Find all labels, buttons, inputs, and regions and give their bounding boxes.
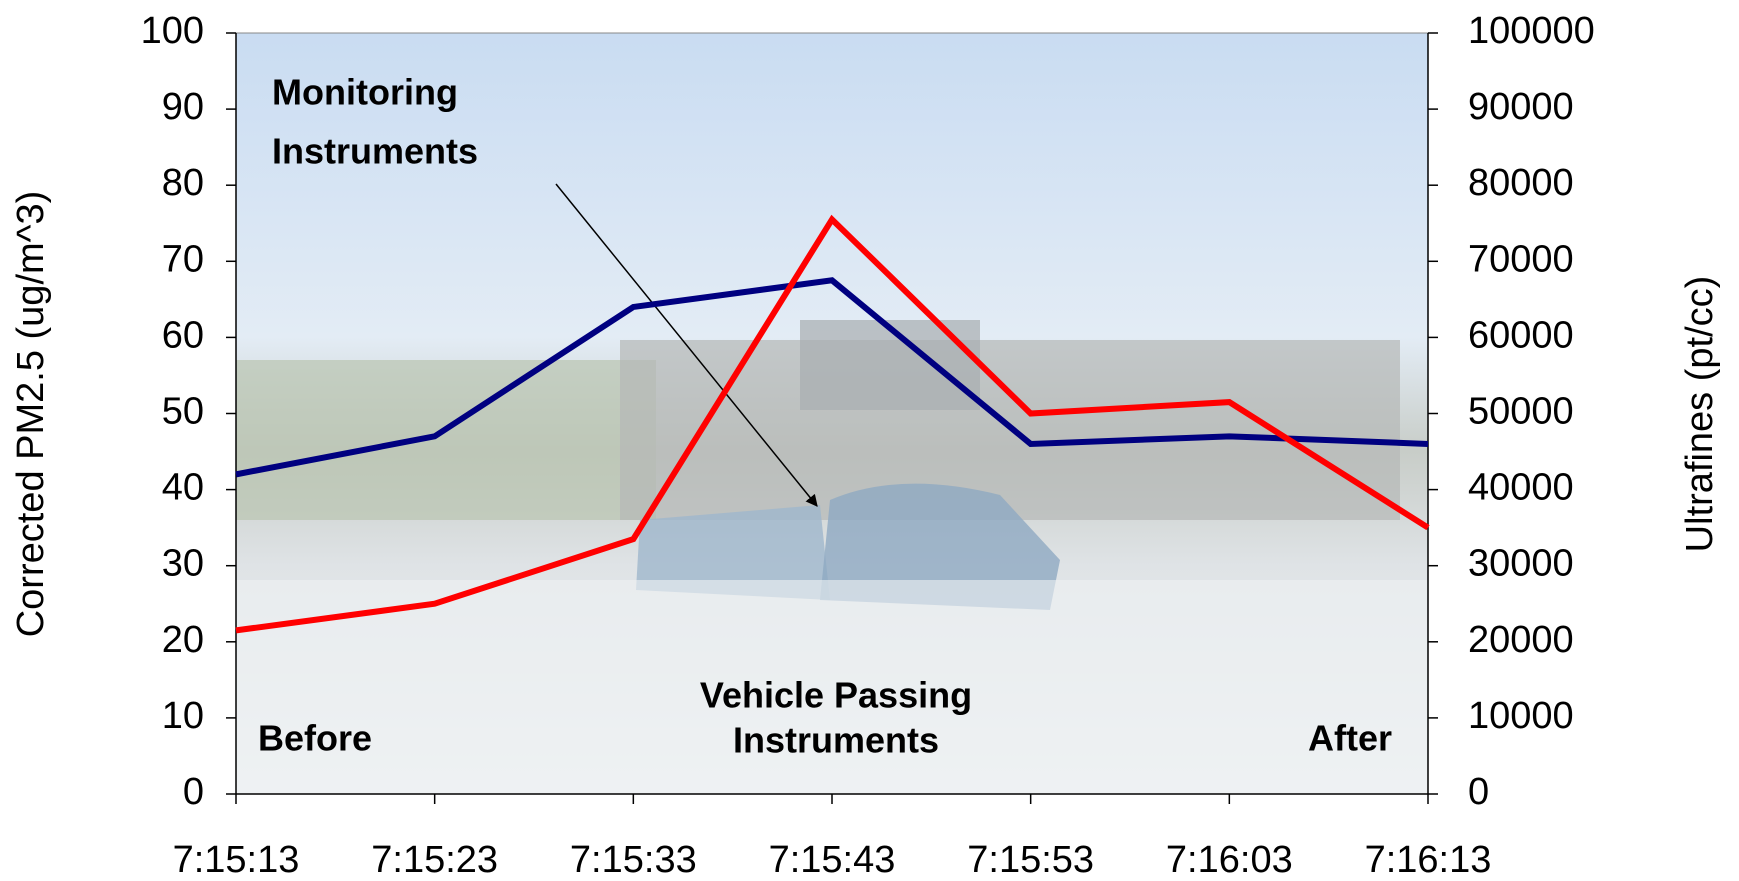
annotation: Instruments: [272, 131, 478, 172]
y-tick-label: 90: [162, 86, 204, 128]
annotation: Before: [258, 718, 372, 759]
y-tick-label: 20: [162, 619, 204, 661]
series-line: [235, 277, 1429, 478]
y2-tick-label: 50000: [1468, 391, 1574, 433]
x-tick-label: 7:16:13: [1365, 839, 1492, 881]
x-tick-label: 7:15:53: [967, 839, 1094, 881]
annotation: Monitoring: [272, 72, 458, 113]
y2-tick-label: 10000: [1468, 695, 1574, 737]
y2-tick-label: 60000: [1468, 314, 1574, 356]
y-tick-label: 60: [162, 314, 204, 356]
annotation: Instruments: [733, 720, 939, 761]
x-tick-label: 7:15:13: [173, 839, 300, 881]
annotation: After: [1308, 718, 1392, 759]
y2-tick-label: 90000: [1468, 86, 1574, 128]
y-tick-label: 0: [183, 771, 204, 813]
y-tick-label: 100: [141, 10, 204, 52]
y-tick-label: 80: [162, 162, 204, 204]
y-tick-label: 10: [162, 695, 204, 737]
annotation: Vehicle Passing: [700, 675, 972, 716]
y-tick-label: 40: [162, 467, 204, 509]
annotation-arrow: [555, 183, 818, 507]
x-tick-label: 7:16:03: [1166, 839, 1293, 881]
y2-tick-label: 20000: [1468, 619, 1574, 661]
y2-tick-label: 80000: [1468, 162, 1574, 204]
x-tick-label: 7:15:43: [769, 839, 896, 881]
y2-axis-title: Ultrafines (pt/cc): [1679, 276, 1721, 553]
y-tick-label: 30: [162, 543, 204, 585]
y2-tick-label: 40000: [1468, 467, 1574, 509]
y-tick-label: 50: [162, 391, 204, 433]
x-tick-label: 7:15:23: [371, 839, 498, 881]
background-photo: [236, 33, 1428, 794]
series-line: [235, 214, 1430, 634]
y-tick-label: 70: [162, 238, 204, 280]
y-axis-title: Corrected PM2.5 (ug/m^3): [10, 191, 52, 638]
y2-tick-label: 30000: [1468, 543, 1574, 585]
y2-tick-label: 0: [1468, 771, 1489, 813]
x-tick-label: 7:15:33: [570, 839, 697, 881]
y2-tick-label: 70000: [1468, 238, 1574, 280]
y2-tick-label: 100000: [1468, 10, 1595, 52]
